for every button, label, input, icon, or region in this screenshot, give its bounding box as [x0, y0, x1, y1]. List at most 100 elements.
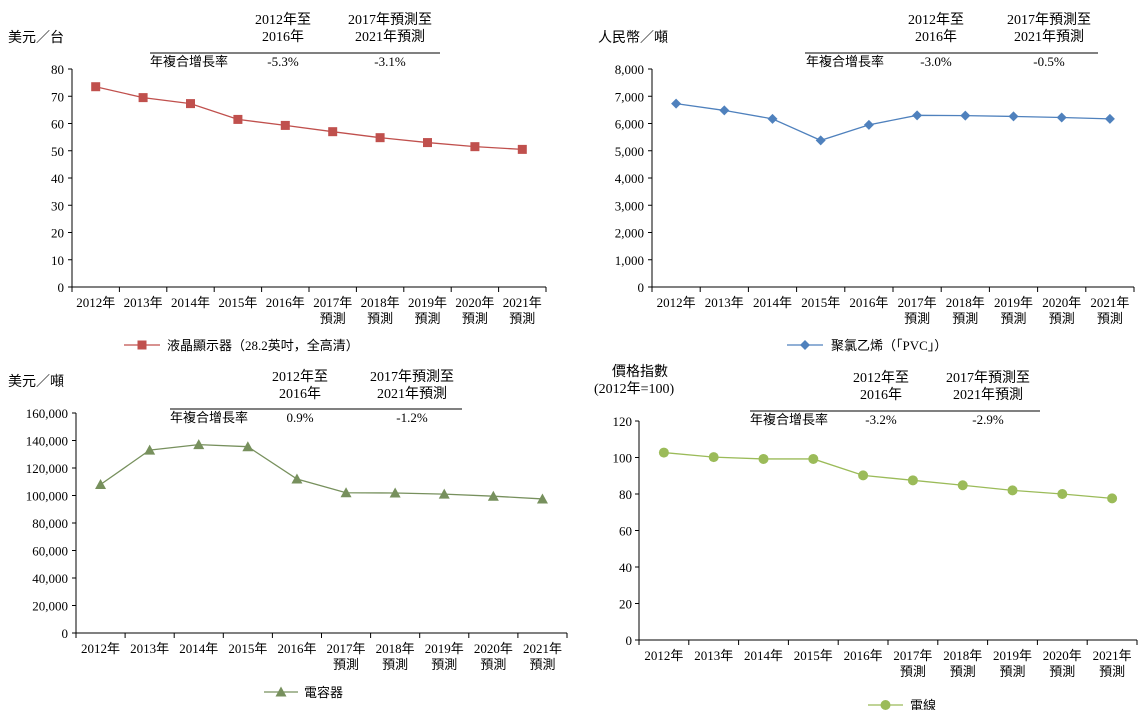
legend-marker: [275, 686, 287, 697]
x-tick-label: 2019年: [408, 295, 447, 310]
x-tick-label: 預測: [904, 311, 930, 326]
unit-label: 美元／台: [8, 30, 64, 46]
data-point: [517, 144, 527, 154]
data-point: [671, 98, 682, 109]
x-tick-label: 預測: [320, 311, 346, 326]
data-point: [340, 487, 352, 498]
x-tick-label: 預測: [431, 657, 457, 672]
x-tick-label: 2020年: [1043, 648, 1082, 663]
data-point: [658, 447, 669, 458]
y-tick-label: 120: [613, 414, 633, 429]
x-tick-label: 2021年: [523, 641, 562, 656]
cagr-period-header: 2021年預測: [953, 387, 1023, 403]
x-tick-label: 2014年: [179, 641, 218, 656]
data-point: [1008, 111, 1019, 122]
y-tick-label: 60: [619, 524, 632, 539]
y-tick-label: 0: [58, 280, 65, 295]
x-tick-label: 預測: [509, 311, 535, 326]
y-tick-label: 10: [51, 253, 64, 268]
x-tick-label: 2017年: [898, 295, 937, 310]
x-tick-label: 2021年: [503, 295, 542, 310]
data-point: [1057, 489, 1068, 499]
x-tick-label: 2013年: [705, 295, 744, 310]
data-point: [291, 473, 303, 484]
cagr-period-header: 2016年: [279, 386, 321, 402]
data-point: [233, 114, 243, 124]
cagr-period-header: 2021年預測: [377, 386, 447, 402]
cagr-row-label: 年複合增長率: [170, 410, 248, 425]
data-point: [91, 82, 101, 92]
y-tick-label: 100,000: [26, 489, 68, 504]
y-tick-label: 20,000: [32, 599, 68, 614]
unit-label: 美元／噸: [8, 374, 64, 390]
x-tick-label: 2017年: [327, 641, 366, 656]
x-tick-label: 2016年: [849, 295, 888, 310]
x-tick-label: 2012年: [76, 295, 115, 310]
x-tick-label: 2018年: [376, 641, 415, 656]
y-tick-label: 6,000: [615, 117, 644, 132]
legend-label: 聚氯乙烯（「PVC」）: [831, 338, 947, 353]
x-tick-label: 2020年: [474, 641, 513, 656]
data-point: [1007, 485, 1018, 496]
x-tick-label: 2021年: [1093, 648, 1132, 663]
y-tick-label: 50: [51, 144, 64, 159]
x-tick-label: 2015年: [218, 295, 257, 310]
x-tick-label: 預測: [1049, 664, 1075, 679]
x-tick-label: 2012年: [81, 641, 120, 656]
cagr-period-header: 2012年至: [272, 369, 328, 385]
cagr-period-header: 2017年預測至: [1007, 12, 1091, 28]
cagr-period-header: 2016年: [915, 29, 957, 45]
y-tick-label: 80: [51, 62, 64, 77]
x-tick-label: 預測: [333, 657, 359, 672]
data-point: [912, 110, 923, 121]
y-tick-label: 20: [619, 597, 632, 612]
y-tick-label: 70: [51, 89, 64, 104]
cagr-value: -0.5%: [1033, 54, 1065, 69]
cagr-value: -3.0%: [920, 54, 952, 69]
x-tick-label: 2021年: [1090, 295, 1129, 310]
x-tick-label: 2013年: [694, 648, 733, 663]
x-tick-label: 2016年: [277, 641, 316, 656]
x-tick-label: 2017年: [313, 295, 352, 310]
data-point: [863, 119, 874, 130]
data-point: [280, 120, 290, 130]
data-point: [1107, 493, 1118, 504]
x-tick-label: 2016年: [266, 295, 305, 310]
x-tick-label: 預測: [462, 311, 488, 326]
data-point: [808, 453, 819, 464]
x-tick-label: 2019年: [425, 641, 464, 656]
unit-label: 價格指數: [612, 363, 668, 380]
data-point: [815, 135, 826, 146]
data-point: [144, 444, 156, 455]
cagr-period-header: 2012年至: [255, 12, 311, 28]
y-tick-label: 80: [619, 487, 632, 502]
chart-panel-4: 價格指數(2012年=100)2012年至2016年2017年預測至2021年預…: [594, 363, 1138, 710]
x-tick-label: 預測: [382, 657, 408, 672]
data-point: [193, 439, 205, 450]
x-tick-label: 預測: [1049, 311, 1075, 326]
x-tick-label: 2017年: [893, 648, 932, 663]
x-tick-label: 2016年: [844, 648, 883, 663]
x-tick-label: 預測: [900, 664, 926, 679]
y-tick-label: 40: [619, 560, 632, 575]
cagr-period-header: 2021年預測: [355, 29, 425, 45]
y-tick-label: 4,000: [615, 171, 644, 186]
data-point: [138, 93, 148, 103]
y-tick-label: 40,000: [32, 571, 68, 586]
x-tick-label: 預測: [480, 657, 506, 672]
data-point: [470, 142, 480, 152]
data-point: [1104, 113, 1115, 124]
legend-marker: [800, 340, 810, 350]
cagr-value: -5.3%: [267, 54, 299, 69]
data-point: [328, 127, 338, 137]
x-tick-label: 2020年: [1042, 295, 1081, 310]
x-tick-label: 預測: [950, 664, 976, 679]
cagr-value: -1.2%: [396, 410, 428, 425]
cagr-value: -3.2%: [865, 412, 897, 427]
data-point: [375, 133, 385, 143]
legend-label: 液晶顯示器（28.2英吋，全高清）: [167, 338, 359, 353]
x-tick-label: 2020年: [455, 295, 494, 310]
y-tick-label: 60: [51, 117, 64, 132]
